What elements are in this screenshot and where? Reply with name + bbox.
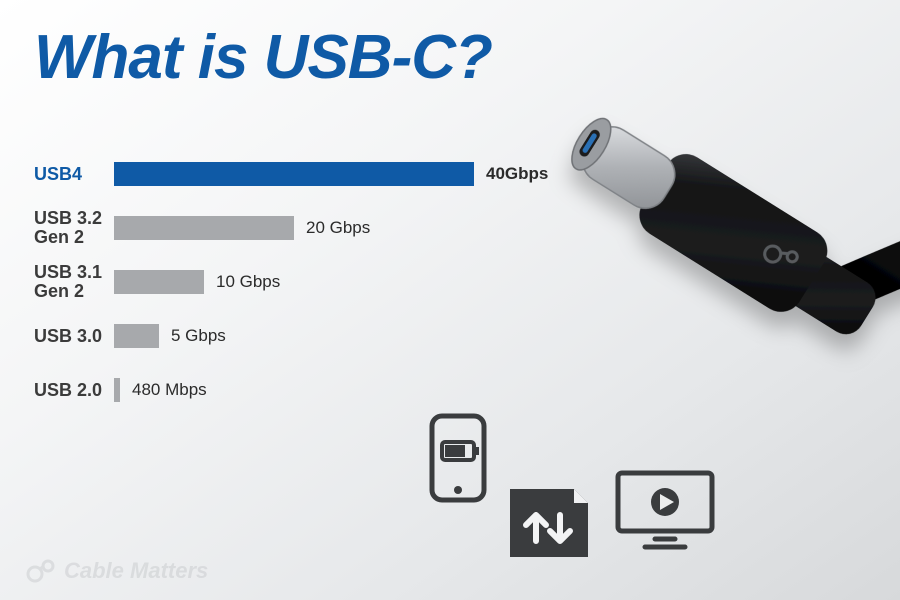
- brand-watermark-text: Cable Matters: [64, 558, 208, 584]
- video-display-icon: [610, 465, 720, 560]
- chart-bar: [114, 216, 294, 240]
- usb-speed-bar-chart: USB4 40Gbps USB 3.2Gen 2 20 Gbps USB 3.1Gen …: [34, 150, 574, 420]
- chart-row-label: USB4: [34, 165, 114, 184]
- chart-bar-value: 20 Gbps: [306, 218, 370, 238]
- chart-row: USB 3.2Gen 2 20 Gbps: [34, 204, 574, 252]
- chart-bar-value: 5 Gbps: [171, 326, 226, 346]
- chart-bar-value: 480 Mbps: [132, 380, 207, 400]
- chart-bar: [114, 324, 159, 348]
- chart-row-label: USB 3.1Gen 2: [34, 263, 114, 301]
- chart-bar: [114, 378, 120, 402]
- chart-row-label: USB 3.2Gen 2: [34, 209, 114, 247]
- chart-bar: [114, 270, 204, 294]
- chart-row: USB 3.0 5 Gbps: [34, 312, 574, 360]
- chart-bar: [114, 162, 474, 186]
- chart-row: USB 3.1Gen 2 10 Gbps: [34, 258, 574, 306]
- chart-row: USB4 40Gbps: [34, 150, 574, 198]
- chart-row: USB 2.0 480 Mbps: [34, 366, 574, 414]
- chart-bar-value: 10 Gbps: [216, 272, 280, 292]
- brand-logo-icon: [26, 558, 56, 584]
- brand-watermark: Cable Matters: [26, 558, 208, 584]
- data-transfer-icon: [490, 475, 600, 576]
- page-title: What is USB-C?: [34, 22, 492, 93]
- chart-row-label: USB 2.0: [34, 381, 114, 400]
- feature-icon-group: [380, 410, 720, 580]
- infographic-canvas: What is USB-C? USB4 40Gbps USB 3.2Gen 2 20 …: [0, 0, 900, 600]
- chart-bar-value: 40Gbps: [486, 164, 548, 184]
- chart-row-label: USB 3.0: [34, 327, 114, 346]
